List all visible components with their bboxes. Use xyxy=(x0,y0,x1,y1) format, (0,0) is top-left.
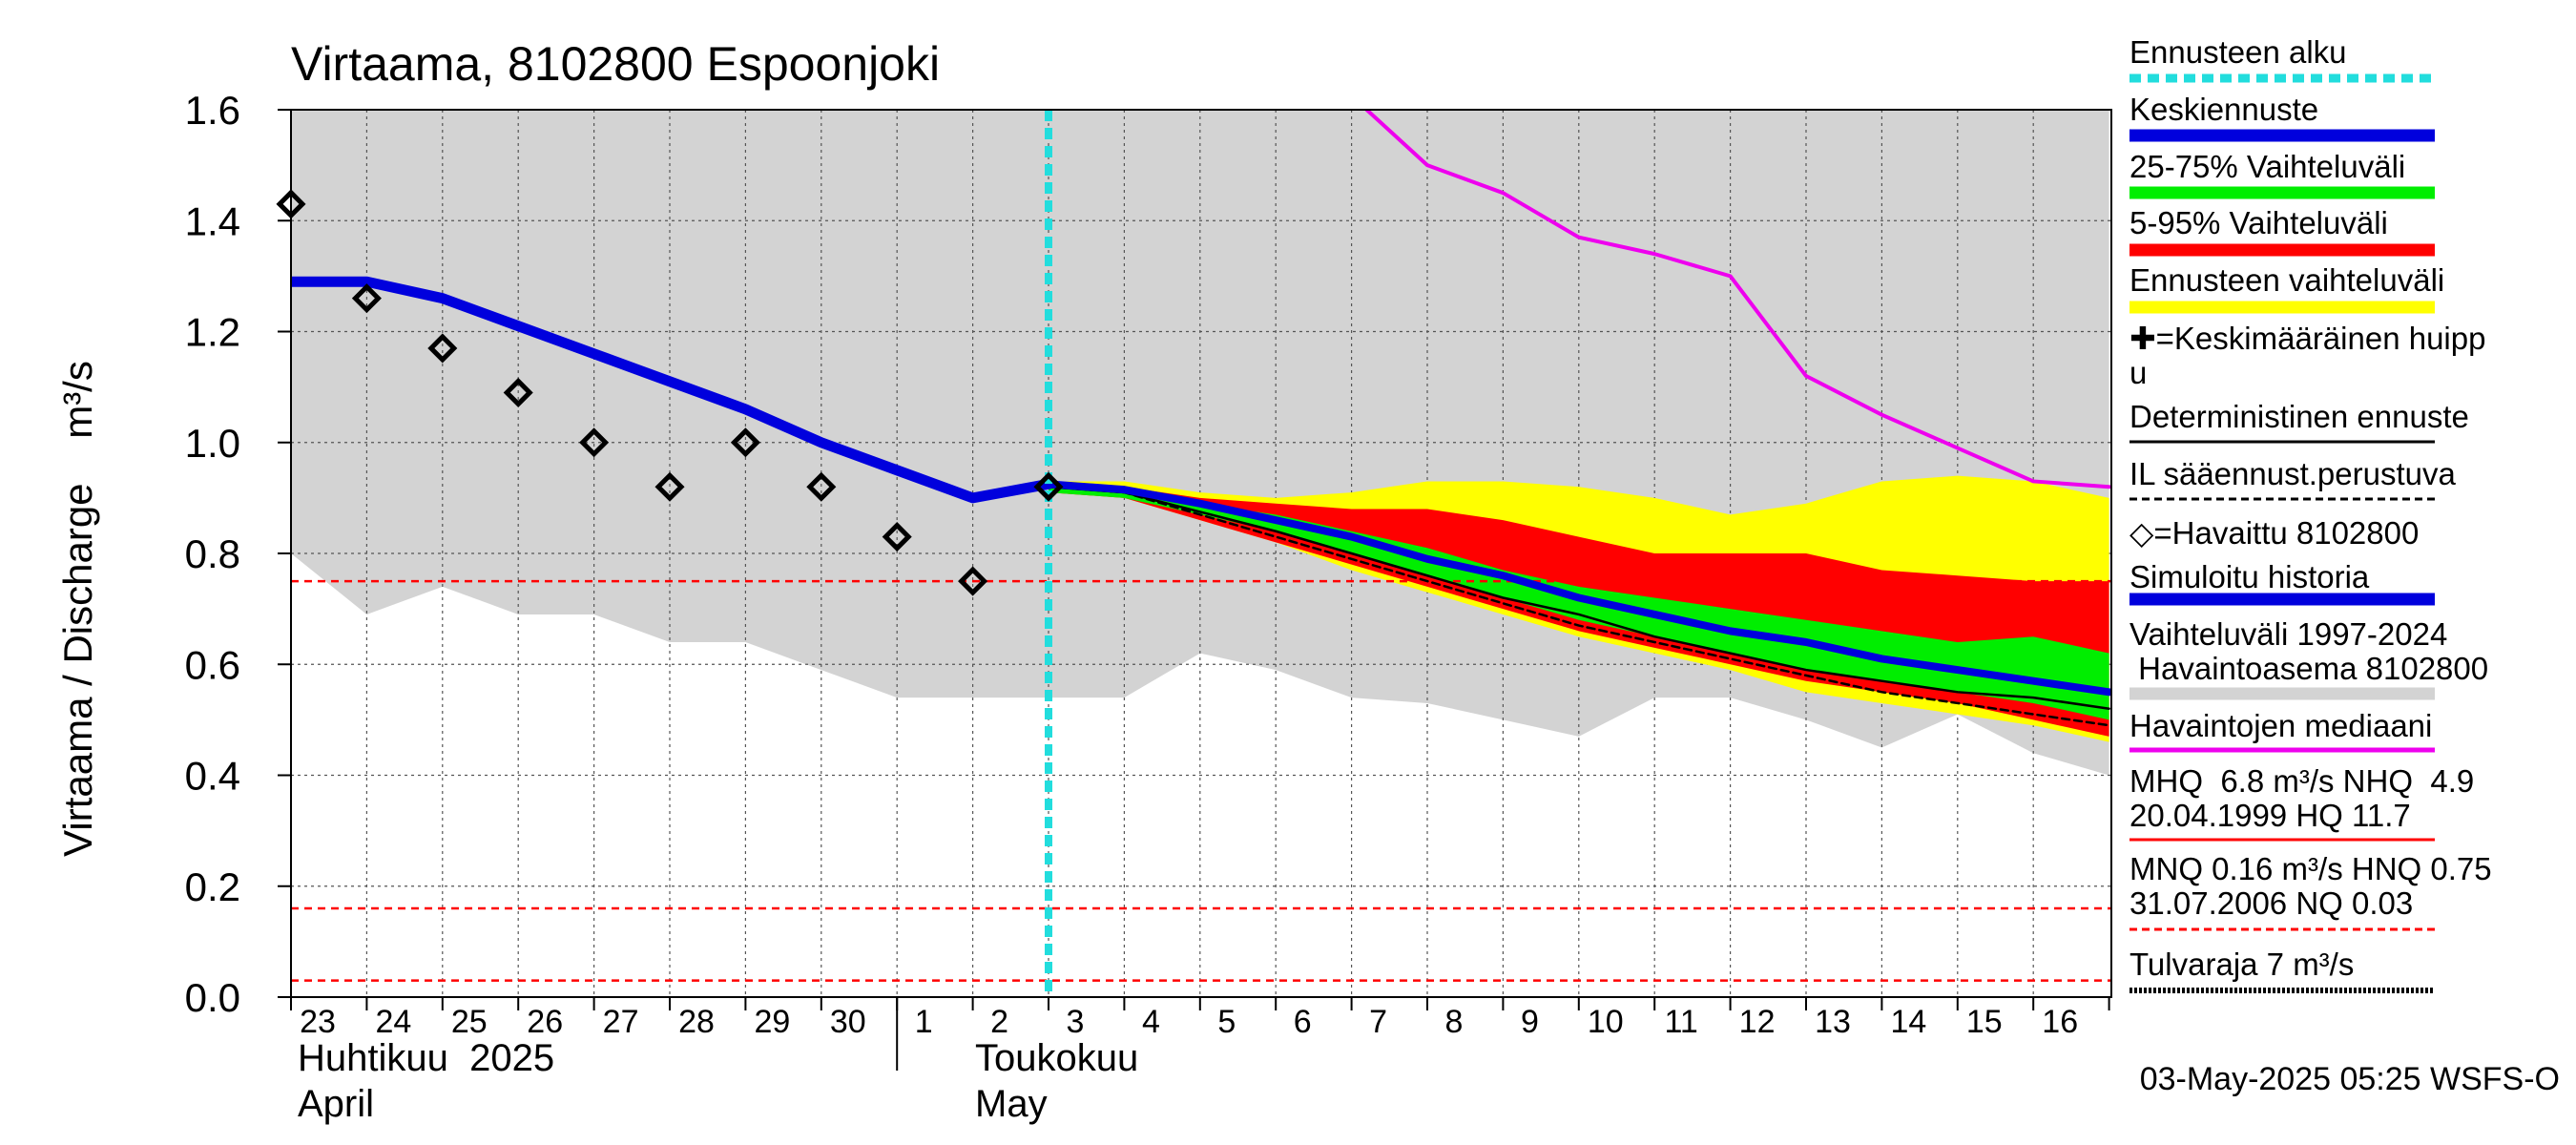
x-tick-label: 30 xyxy=(830,1004,866,1040)
mean-forecast-line xyxy=(1045,480,2111,697)
y-tick-label: 1.4 xyxy=(185,198,240,243)
x-tick-label: 11 xyxy=(1665,1004,1698,1040)
band-25-75 xyxy=(1049,487,2109,720)
x-tick-label: 23 xyxy=(300,1004,336,1040)
legend-label: 25-75% Vaihteluväli xyxy=(2129,149,2405,184)
median-line xyxy=(1364,110,2111,489)
observed-point xyxy=(351,283,382,314)
observed-point xyxy=(427,333,458,364)
x-tick-label: 1 xyxy=(915,1004,933,1040)
x-tick-label: 24 xyxy=(375,1004,411,1040)
legend-label: Ennusteen vaihteluväli xyxy=(2129,262,2444,298)
y-axis-label: Virtaama / Discharge m³/s xyxy=(55,361,100,857)
legend-label: ✚=Keskimääräinen huipp xyxy=(2129,321,2485,356)
legend: Ennusteen alku Keskiennuste 25-75% Vaihtel… xyxy=(2129,34,2492,993)
simulated-history-line xyxy=(291,276,1054,504)
legend-label-line2: 31.07.2006 NQ 0.03 xyxy=(2129,885,2413,921)
y-tick-label: 0.8 xyxy=(185,531,240,576)
x-tick-label: 13 xyxy=(1815,1004,1851,1040)
chart-title: Virtaama, 8102800 Espoonjoki xyxy=(291,37,940,91)
x-tick-label: 14 xyxy=(1890,1004,1926,1040)
observed-point xyxy=(1033,471,1064,502)
plot-clip xyxy=(291,110,2111,997)
month-label-fi: Toukokuu xyxy=(975,1037,1138,1079)
plot-area xyxy=(276,109,2112,998)
x-axis: 23 24 25 26 27 28 29 30 1 2 3 4 5 6 7 8 9 10 11 12 13 14 15 16H… xyxy=(290,997,2110,1125)
legend-label: Vaihteluväli 1997-2024 xyxy=(2129,616,2447,652)
y-tick-label: 1.6 xyxy=(185,88,240,133)
observed-point xyxy=(503,377,533,407)
x-tick-label: 4 xyxy=(1142,1004,1160,1040)
legend-label: Simuloitu historia xyxy=(2129,559,2370,594)
legend-label-line2: 20.04.1999 HQ 11.7 xyxy=(2129,798,2411,833)
y-tick-label: 0.6 xyxy=(185,642,240,687)
x-tick-label: 28 xyxy=(678,1004,715,1040)
y-tick-label: 1.2 xyxy=(185,310,240,355)
legend-label: ◇=Havaittu 8102800 xyxy=(2129,515,2419,551)
y-tick-label: 0.4 xyxy=(185,754,240,799)
x-tick-label: 5 xyxy=(1217,1004,1236,1040)
observed-point xyxy=(730,427,760,458)
observed-point xyxy=(882,522,912,552)
month-label-en: April xyxy=(298,1083,374,1125)
x-tick-label: 29 xyxy=(754,1004,790,1040)
y-tick-label: 1.0 xyxy=(185,421,240,466)
weather-forecast-line xyxy=(1047,486,2110,727)
y-tick-label: 0.2 xyxy=(185,864,240,909)
y-tick-label: 0.0 xyxy=(185,975,240,1020)
x-tick-label: 27 xyxy=(603,1004,639,1040)
x-tick-label: 16 xyxy=(2042,1004,2078,1040)
x-tick-label: 7 xyxy=(1369,1004,1387,1040)
legend-label: IL sääennust.perustuva xyxy=(2129,456,2456,491)
month-label-fi: Huhtikuu 2025 xyxy=(298,1037,554,1079)
month-label-en: May xyxy=(975,1083,1048,1125)
x-tick-label: 3 xyxy=(1067,1004,1085,1040)
x-tick-label: 9 xyxy=(1521,1004,1539,1040)
x-tick-label: 10 xyxy=(1588,1004,1624,1040)
observed-point xyxy=(806,471,837,502)
legend-label-line2: u xyxy=(2129,355,2147,390)
observed-point xyxy=(958,566,988,596)
legend-label: Havaintojen mediaani xyxy=(2129,708,2432,743)
legend-label: Tulvaraja 7 m³/s xyxy=(2129,947,2354,982)
x-tick-label: 2 xyxy=(990,1004,1008,1040)
legend-label: MNQ 0.16 m³/s HNQ 0.75 xyxy=(2129,851,2492,886)
x-tick-label: 12 xyxy=(1739,1004,1776,1040)
y-axis: 0.0 0.2 0.4 0.6 0.8 1.0 1.2 1.4 1.6 xyxy=(185,88,291,1020)
x-tick-label: 15 xyxy=(1966,1004,2003,1040)
footer-timestamp: 03-May-2025 05:25 WSFS-O xyxy=(2140,1061,2560,1097)
deterministic-forecast-line xyxy=(1047,486,2110,710)
x-tick-label: 25 xyxy=(451,1004,488,1040)
legend-label: 5-95% Vaihteluväli xyxy=(2129,205,2388,240)
legend-label: Deterministinen ennuste xyxy=(2129,399,2469,434)
observed-point xyxy=(654,471,685,502)
x-tick-label: 6 xyxy=(1294,1004,1312,1040)
legend-label: Keskiennuste xyxy=(2129,92,2318,127)
x-tick-label: 26 xyxy=(527,1004,563,1040)
observed-point xyxy=(579,427,610,458)
legend-label: MHQ 6.8 m³/s NHQ 4.9 xyxy=(2129,763,2474,799)
legend-label-line2: Havaintoasema 8102800 xyxy=(2129,651,2488,686)
legend-label: Ennusteen alku xyxy=(2129,34,2347,70)
x-tick-label: 8 xyxy=(1445,1004,1464,1040)
